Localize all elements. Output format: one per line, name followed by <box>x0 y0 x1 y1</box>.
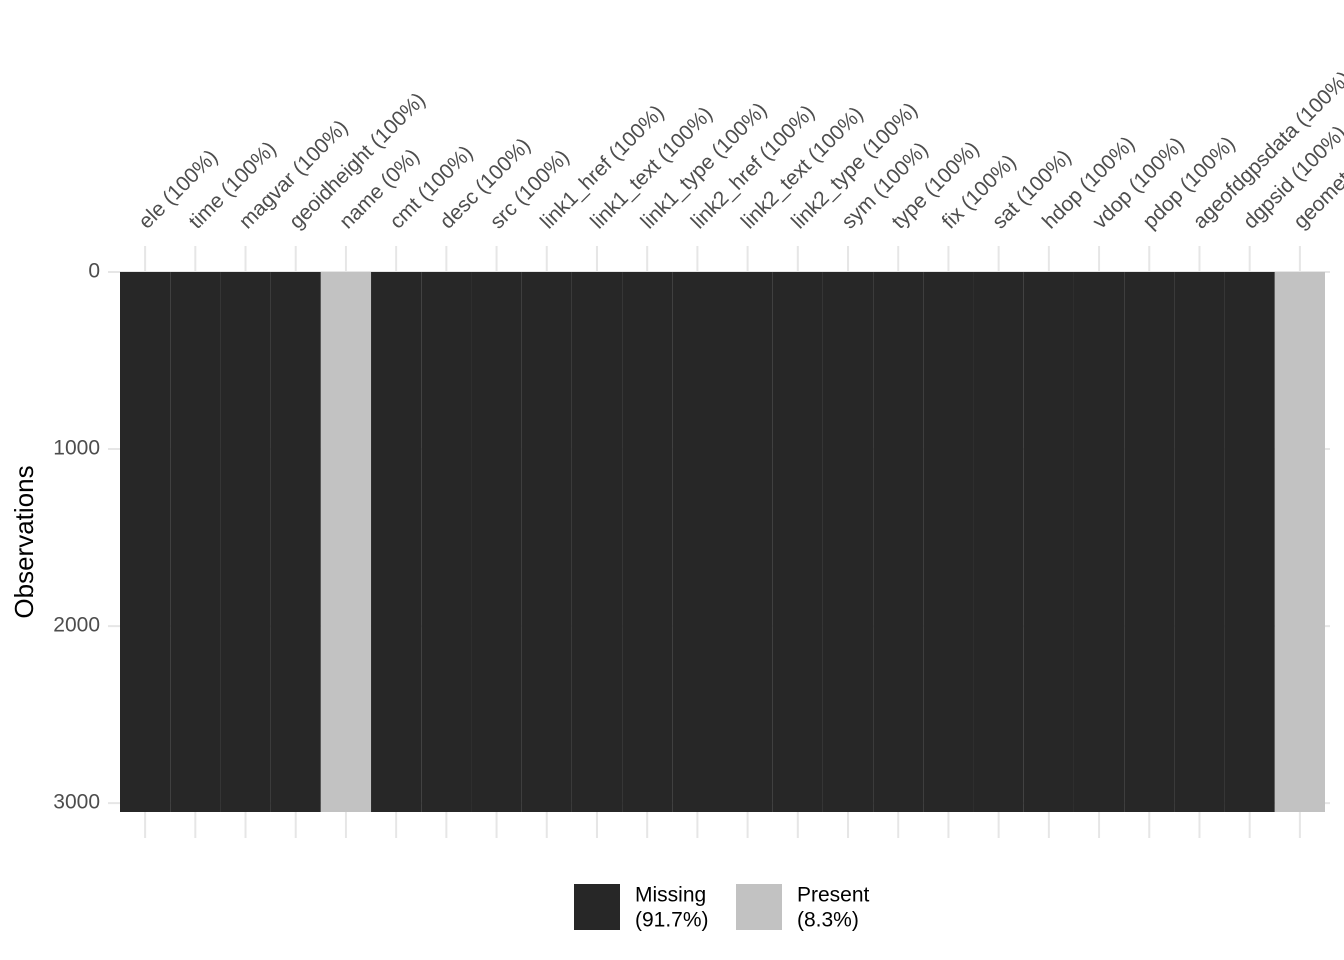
column-tile <box>371 272 422 812</box>
y-tick-label: 0 <box>88 260 100 283</box>
column-tile <box>220 272 271 812</box>
column-tile <box>772 272 823 812</box>
column-tile <box>320 272 372 812</box>
legend-label: Missing <box>635 884 706 907</box>
column-tile <box>672 272 723 812</box>
column-tile <box>722 272 773 812</box>
legend-label: Present <box>797 884 870 907</box>
column-tile <box>822 272 874 812</box>
column-tile <box>1124 272 1175 812</box>
column-tile <box>120 272 171 812</box>
column-tile <box>270 272 321 812</box>
y-axis-title: Observations <box>9 465 39 618</box>
column-tile <box>873 272 924 812</box>
y-tick-label: 3000 <box>53 791 100 814</box>
column-tile <box>1174 272 1225 812</box>
column-tile <box>622 272 673 812</box>
column-tile <box>471 272 522 812</box>
y-tick-label: 1000 <box>53 437 100 460</box>
column-tile <box>1274 272 1325 812</box>
column-tile <box>421 272 472 812</box>
column-tile <box>1073 272 1125 812</box>
column-tile <box>973 272 1024 812</box>
legend-swatch <box>574 884 620 930</box>
y-tick-label: 2000 <box>53 614 100 637</box>
column-tile <box>571 272 623 812</box>
legend-swatch <box>736 884 782 930</box>
column-tile <box>1023 272 1074 812</box>
legend-value-label: (91.7%) <box>635 909 709 932</box>
column-tile <box>170 272 221 812</box>
legend-value-label: (8.3%) <box>797 909 859 932</box>
column-tile <box>1224 272 1275 812</box>
column-tile <box>521 272 572 812</box>
column-tile <box>923 272 974 812</box>
